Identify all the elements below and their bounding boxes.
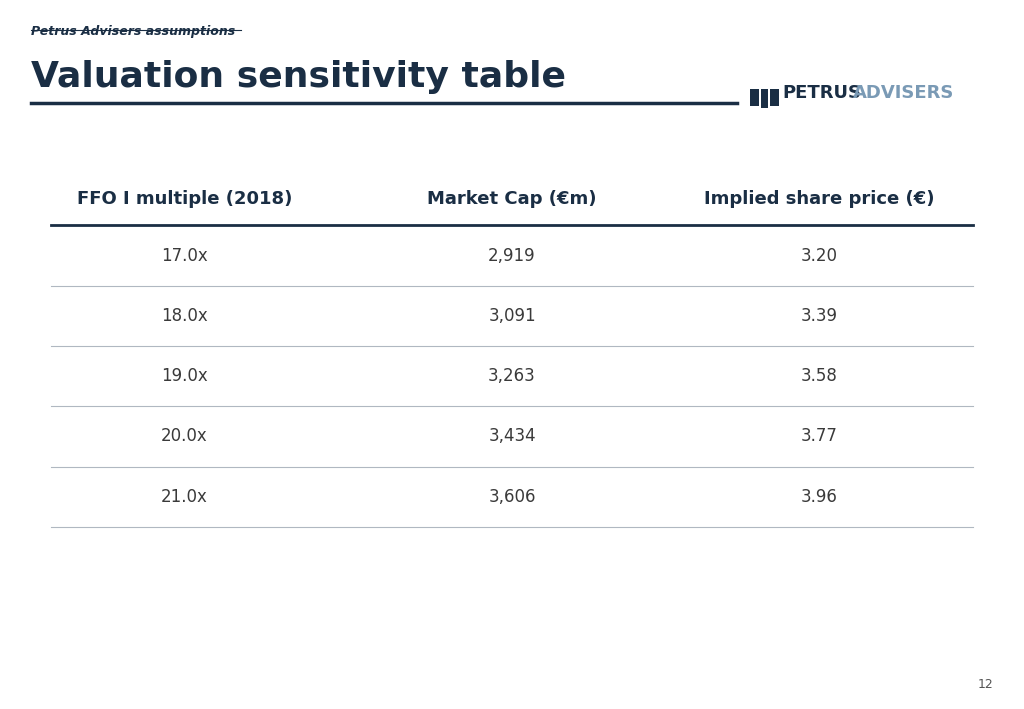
Text: 3.77: 3.77 (801, 428, 838, 445)
Text: 12: 12 (978, 679, 993, 691)
Text: FFO I multiple (2018): FFO I multiple (2018) (77, 189, 292, 208)
Text: 3,434: 3,434 (488, 428, 536, 445)
Text: 20.0x: 20.0x (161, 428, 208, 445)
Text: Implied share price (€): Implied share price (€) (703, 189, 935, 208)
Text: Market Cap (€m): Market Cap (€m) (427, 189, 597, 208)
Text: Petrus Advisers assumptions: Petrus Advisers assumptions (31, 25, 234, 38)
Text: 21.0x: 21.0x (161, 488, 208, 506)
Text: 3,091: 3,091 (488, 307, 536, 325)
Text: 3,263: 3,263 (488, 367, 536, 385)
Text: PETRUS: PETRUS (782, 84, 861, 102)
Text: ADVISERS: ADVISERS (853, 84, 954, 102)
Text: 3.96: 3.96 (801, 488, 838, 506)
Text: 3.58: 3.58 (801, 367, 838, 385)
Text: 17.0x: 17.0x (161, 247, 208, 264)
Text: 3.39: 3.39 (801, 307, 838, 325)
Text: 3.20: 3.20 (801, 247, 838, 264)
Text: Valuation sensitivity table: Valuation sensitivity table (31, 60, 565, 94)
Text: 18.0x: 18.0x (161, 307, 208, 325)
Text: 19.0x: 19.0x (161, 367, 208, 385)
Text: 3,606: 3,606 (488, 488, 536, 506)
Text: 2,919: 2,919 (488, 247, 536, 264)
